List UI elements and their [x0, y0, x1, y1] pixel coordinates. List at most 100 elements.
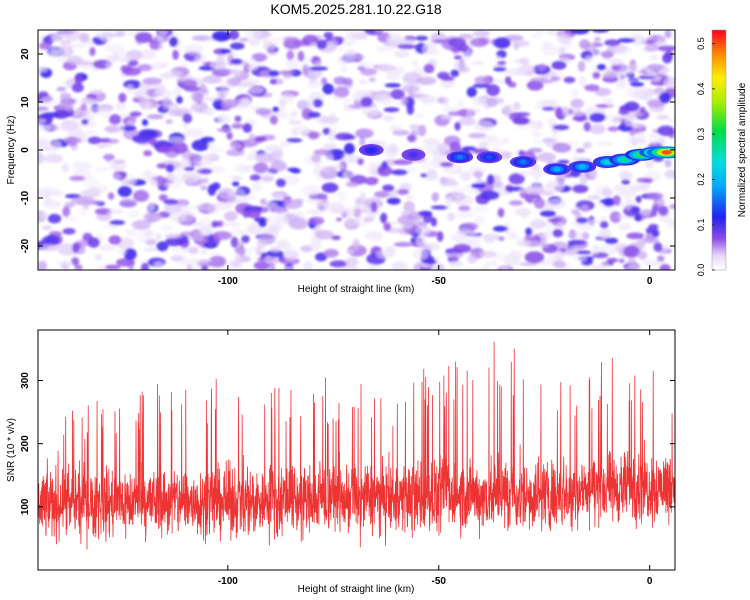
spectrogram-cell	[403, 201, 415, 213]
spectrogram-cell	[323, 32, 334, 39]
spectrogram-cell	[227, 188, 246, 199]
spectrogram-cell	[117, 123, 125, 134]
spectrogram-cell	[342, 77, 353, 86]
spectrogram-cell	[281, 242, 293, 251]
spectrogram-cell	[658, 205, 669, 216]
spectrogram-cell	[417, 124, 427, 137]
spectrogram-cell	[320, 116, 340, 124]
spectrogram-cell	[558, 46, 566, 55]
spectrogram-cell	[525, 184, 546, 195]
spectrogram-cell	[261, 175, 275, 182]
spectrogram-cell	[629, 122, 645, 128]
spectrogram-cell	[651, 229, 660, 238]
spectrogram-cell	[40, 96, 58, 107]
y-tick-label: 0	[20, 147, 31, 153]
spectrogram-ridge-point	[578, 164, 586, 170]
spectrogram-cell	[411, 60, 418, 67]
spectrogram-ridge-point	[661, 150, 672, 155]
spectrogram-cell	[365, 263, 377, 270]
spectrogram-cell	[224, 211, 238, 222]
spectrogram-cell	[283, 249, 300, 261]
spectrogram-cell	[630, 206, 641, 214]
spectrogram-cell	[478, 250, 497, 258]
spectrogram-cell	[646, 99, 666, 108]
spectrogram-cell	[472, 205, 490, 213]
spectrogram-cell	[216, 115, 232, 125]
spectrogram-cell	[38, 124, 53, 131]
spectrogram-cell	[546, 198, 567, 209]
spectrogram-cell	[57, 102, 74, 111]
spectrogram-cell	[71, 257, 80, 266]
spectrogram-cell	[512, 116, 529, 125]
spectrogram-cell	[329, 260, 348, 268]
y-tick-label: 200	[20, 435, 31, 452]
spectrogram-cell	[312, 98, 323, 108]
spectrogram-cell	[621, 179, 630, 185]
spectrogram-cell	[314, 60, 322, 67]
spectrogram-cell	[657, 45, 675, 52]
spectrogram-cell	[158, 30, 169, 36]
spectrogram-cell	[89, 46, 96, 57]
spectrogram-cell	[296, 99, 310, 111]
spectrogram-cell	[420, 173, 428, 178]
spectrogram-cell	[328, 129, 336, 142]
spectrogram-cell	[269, 115, 278, 125]
spectrogram-cell	[498, 236, 505, 242]
spectrogram-cell	[200, 185, 208, 191]
spectrogram-cell	[355, 128, 374, 139]
spectrogram-cell	[191, 104, 199, 112]
y-tick-label: 100	[20, 498, 31, 515]
snr-x-axis-label: Height of straight line (km)	[298, 584, 415, 595]
spectrogram-cell	[193, 154, 213, 165]
spectrogram-cell	[342, 35, 356, 47]
snr-frame	[37, 329, 676, 571]
spectrogram-cell	[364, 216, 374, 223]
spectrogram-cell	[286, 50, 295, 61]
spectrogram-cell	[69, 175, 86, 181]
y-tick-label: -10	[20, 190, 31, 205]
spectrogram-cell	[115, 31, 126, 37]
spectrogram-cell	[487, 139, 505, 147]
spectrogram-cell	[337, 46, 344, 52]
colorbar-tick-label: 0.3	[696, 128, 706, 141]
spectrogram-cell	[140, 262, 150, 270]
spectrogram-cell	[383, 107, 400, 113]
spectrogram-cell	[550, 76, 560, 82]
spectrogram-cell	[458, 66, 470, 73]
spectrogram-cell	[201, 177, 209, 184]
spectrogram-cell	[412, 248, 429, 260]
spectrogram-cell	[437, 143, 449, 153]
spectrogram-cell	[79, 209, 88, 216]
spectrogram-cell	[454, 121, 461, 131]
spectrogram-cell	[71, 82, 84, 93]
spectrogram-cell	[55, 260, 74, 266]
spectrogram-cell	[417, 144, 436, 152]
spectrogram-cell	[267, 51, 277, 56]
spectrogram-cell	[601, 188, 613, 198]
spectrogram-cell	[382, 184, 395, 192]
spectrogram-cell	[336, 189, 347, 202]
spectrogram-ridge	[358, 144, 675, 176]
spectrogram-cell	[297, 50, 305, 62]
spectrogram-cell	[625, 86, 643, 98]
colorbar-gradient	[712, 30, 726, 270]
spectrogram-cell	[624, 115, 632, 127]
spectrogram-cell	[149, 39, 160, 50]
spectrogram-cell	[180, 254, 187, 266]
spectrogram-cell	[609, 58, 624, 66]
spectrogram-cell	[564, 43, 572, 48]
spectrogram-cell	[126, 120, 136, 126]
spectrogram-cell	[604, 39, 621, 47]
spectrogram-cell	[158, 194, 168, 202]
spectrogram-cell	[364, 164, 379, 173]
spectrogram-cell	[288, 120, 302, 125]
spectrogram-cell	[386, 197, 401, 205]
spectrogram-cell	[513, 42, 520, 51]
spectrogram-cell	[145, 102, 154, 111]
spectrogram-cell	[504, 76, 512, 85]
spectrogram-cell	[231, 123, 244, 129]
spectrogram-cell	[599, 262, 610, 270]
spectrogram-cell	[647, 133, 661, 138]
spectrogram-cell	[246, 78, 261, 85]
spectrogram-cell	[143, 212, 162, 223]
